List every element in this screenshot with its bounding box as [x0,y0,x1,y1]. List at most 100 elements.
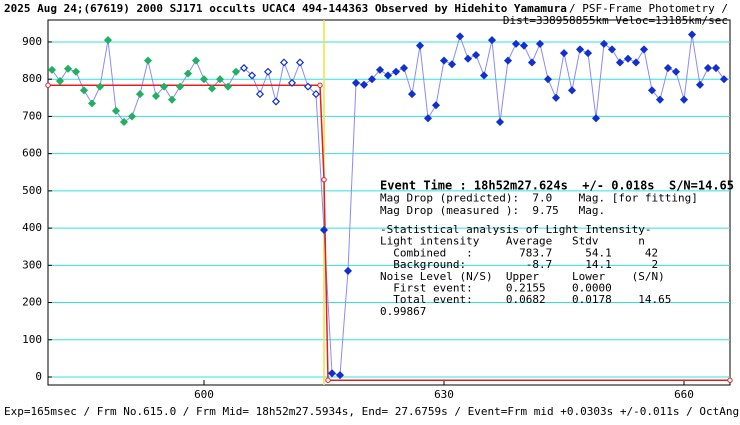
data-point [359,80,369,89]
data-point [127,112,137,121]
annotation: 0.99867 [380,305,426,318]
data-point [671,67,681,76]
data-point [143,56,153,65]
annotation: Noise Level (N/S) Upper Lower (S/N) [380,270,665,283]
y-tick-label: 100 [22,333,42,346]
data-point [263,67,273,76]
y-tick-label: 400 [22,221,42,234]
data-point [71,67,81,76]
model-point [727,377,733,383]
data-point [639,45,649,54]
data-point [223,82,233,91]
data-point [367,75,377,84]
model-point [317,82,323,88]
data-point [63,64,73,73]
chart-subtitle: / PSF-Frame Photometry / [569,2,728,15]
y-tick-label: 200 [22,296,42,309]
chart-title: 2025 Aug 24;(67619) 2000 SJ171 occults U… [4,2,567,15]
data-point [95,82,105,91]
annotation: -Statistical analysis of Light Intensity… [380,223,652,236]
data-point [431,101,441,110]
data-point [247,71,257,80]
data-point [375,65,385,74]
connector [315,94,325,230]
data-point [679,95,689,104]
data-point [631,58,641,67]
data-point [119,117,129,127]
data-point [455,32,465,41]
data-point [311,90,321,99]
data-point [527,58,537,67]
y-tick-label: 300 [22,258,42,271]
data-point [583,49,593,58]
data-point [415,41,425,50]
data-point [159,82,169,91]
data-point [511,39,521,48]
data-point [471,50,481,60]
y-tick-label: 700 [22,109,42,122]
data-point [607,45,617,54]
data-point [599,39,609,48]
data-point [215,75,225,84]
data-point [55,77,65,86]
data-point [335,371,345,380]
data-point [351,78,361,87]
data-point [207,84,217,93]
data-point [519,41,529,50]
data-point [567,86,577,95]
data-point [687,30,697,39]
data-point [271,97,281,106]
annotation: Mag Drop (predicted): 7.0 Mag. [for fitt… [380,192,698,205]
data-point [711,63,721,73]
data-point [135,90,145,99]
data-point [151,91,161,100]
data-point [439,56,449,65]
data-point [183,69,193,78]
y-tick-label: 0 [35,370,42,383]
data-point [479,71,489,80]
annotation: Combined : 783.7 54.1 42 [380,246,658,259]
model-point [45,82,51,88]
data-point [79,86,89,95]
data-point [559,49,569,58]
data-point [551,93,561,102]
data-point [535,39,545,48]
data-point [543,75,553,84]
data-point [239,63,249,73]
data-point [591,114,601,123]
data-point [167,95,177,104]
model-point [325,377,331,383]
model-point [321,176,327,183]
data-point [255,90,265,99]
y-tick-label: 600 [22,147,42,160]
data-point [383,71,393,80]
data-point [287,78,297,87]
data-point [503,56,513,65]
data-point [391,67,401,76]
y-tick-label: 900 [22,35,42,48]
data-point [703,63,713,73]
data-point [295,58,305,67]
data-point [495,117,505,127]
data-point [655,95,665,104]
annotation: Total event: 0.0682 0.0178 14.65 [380,293,671,306]
annotation: Light intensity Average Stdv n [380,235,645,248]
annotation: First event: 0.2155 0.0000 [380,282,612,295]
annotation: Mag Drop (measured ): 9.75 Mag. [380,204,605,217]
data-point [399,63,409,73]
data-point [175,82,185,91]
data-point [575,45,585,54]
data-point [47,65,57,74]
data-point [663,63,673,73]
x-tick-label: 600 [194,388,214,401]
data-point [695,80,705,89]
data-point [719,75,729,84]
data-point [231,67,241,76]
y-tick-label: 500 [22,184,42,197]
data-point [487,36,497,45]
data-point [111,106,121,115]
x-tick-label: 660 [674,388,694,401]
footer: Exp=165msec / Frm No.615.0 / Frm Mid= 18… [4,405,740,418]
